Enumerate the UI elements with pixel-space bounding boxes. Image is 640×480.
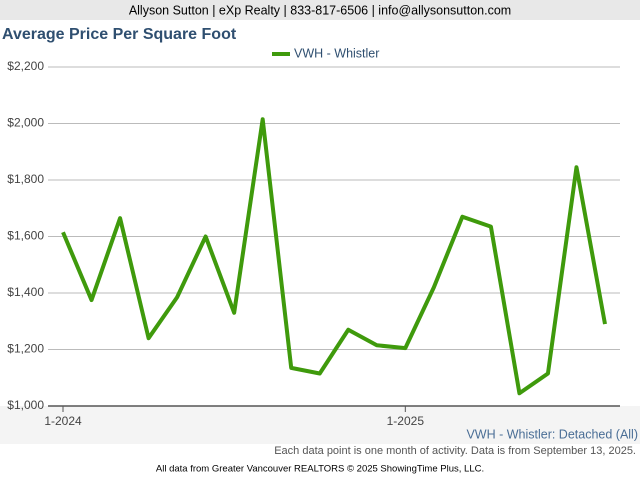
x-tick-label: 1-2024 (44, 414, 82, 428)
footer-text: All data from Greater Vancouver REALTORS… (156, 464, 484, 475)
header-bar (0, 0, 640, 20)
y-tick-label: $2,200 (7, 59, 44, 73)
chart-title: Average Price Per Square Foot (2, 26, 237, 43)
chart-note: VWH - Whistler: Detached (All) (466, 427, 638, 441)
header-text: Allyson Sutton | eXp Realty | 833-817-65… (129, 3, 511, 17)
y-tick-label: $1,200 (7, 342, 44, 356)
y-tick-label: $2,000 (7, 116, 44, 130)
y-tick-label: $1,800 (7, 172, 44, 186)
y-tick-label: $1,000 (7, 398, 44, 412)
chart-note: Each data point is one month of activity… (274, 445, 636, 457)
y-tick-label: $1,600 (7, 229, 44, 243)
y-tick-label: $1,400 (7, 285, 44, 299)
axis-band (0, 406, 640, 444)
x-tick-label: 1-2025 (387, 414, 425, 428)
data-line (61, 117, 607, 396)
legend-label: VWH - Whistler (294, 46, 379, 60)
